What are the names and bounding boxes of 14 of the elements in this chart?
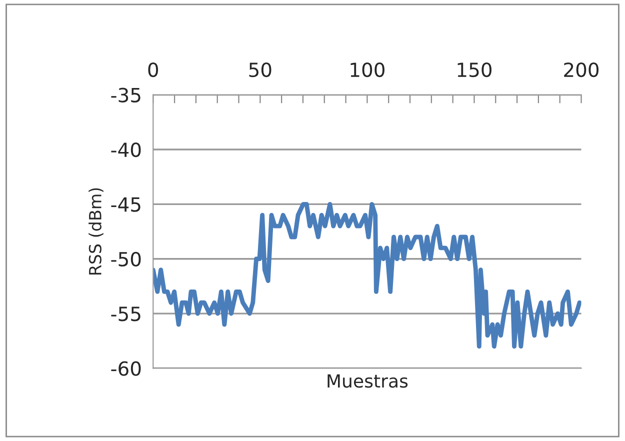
x-tick-label: 0 (148, 62, 158, 78)
y-axis-title: RSS (dBm) (88, 188, 104, 275)
x-tick-label: 200 (564, 62, 599, 78)
x-tick-label: 150 (458, 62, 492, 78)
y-tick-label: -55 (111, 306, 140, 322)
y-tick-label: -50 (111, 252, 141, 267)
y-tick-label: -40 (111, 142, 141, 158)
x-axis-title: Muestras (328, 374, 408, 388)
y-tick-label: -35 (111, 88, 140, 102)
y-tick-label: -45 (111, 197, 140, 212)
x-tick-label: 100 (350, 62, 384, 78)
line-series (153, 202, 582, 349)
x-tick-label: 50 (249, 62, 272, 78)
y-tick-label: -60 (111, 361, 141, 376)
